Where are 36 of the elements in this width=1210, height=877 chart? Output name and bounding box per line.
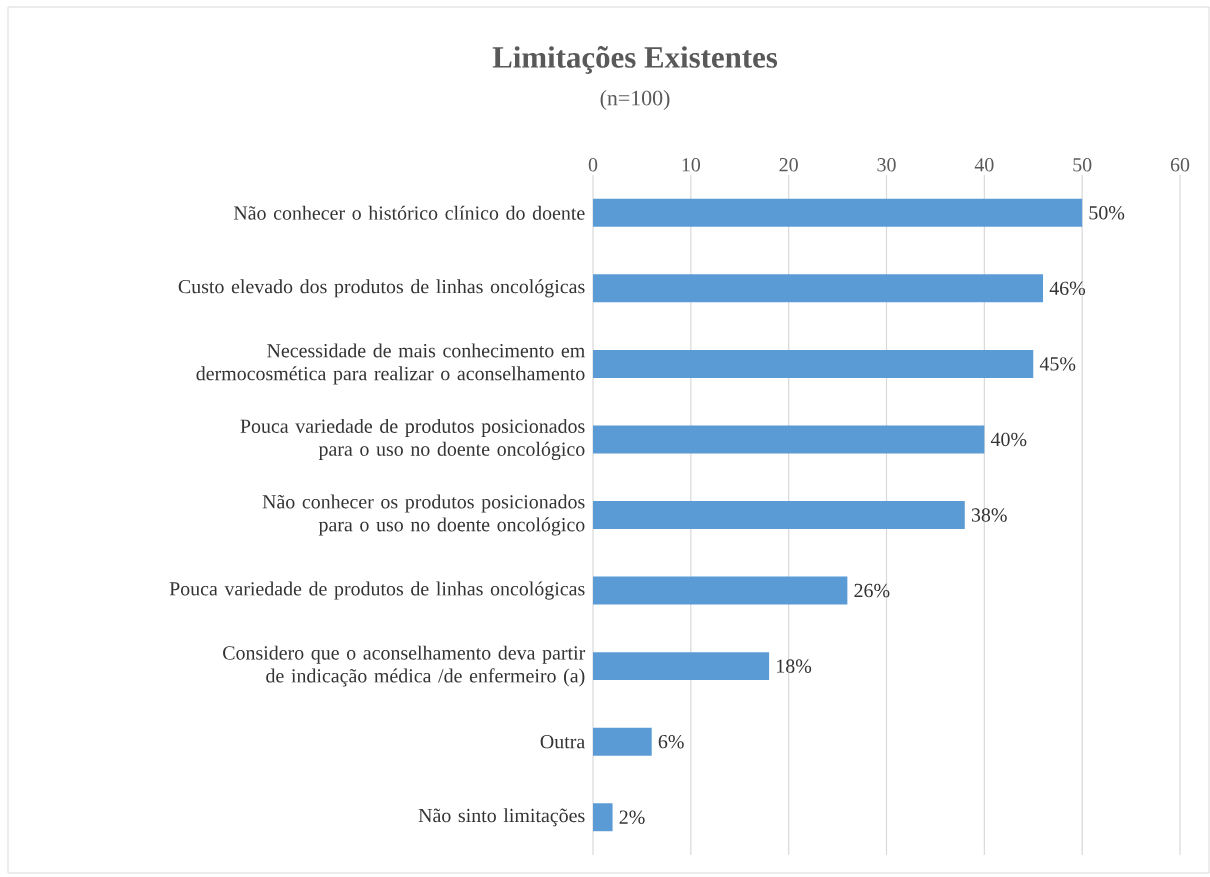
y-tick-label: Pouca variedade de produtos posicionados para o uso no doente oncológico xyxy=(240,418,585,460)
y-tick-label: Não sinto limitações xyxy=(418,808,585,827)
bar xyxy=(593,652,770,681)
bar xyxy=(593,198,1083,227)
data-label: 26% xyxy=(854,583,890,598)
bar xyxy=(593,727,652,756)
x-tick-label: 10 xyxy=(682,158,701,172)
x-tick-label: 60 xyxy=(1170,158,1190,172)
bar xyxy=(593,803,613,832)
data-label: 6% xyxy=(658,734,684,749)
data-label: 40% xyxy=(990,432,1027,447)
x-tick-label: 20 xyxy=(779,158,798,172)
chart-subtitle: (n=100) xyxy=(600,90,670,110)
data-label: 45% xyxy=(1039,357,1076,371)
bar xyxy=(593,501,965,529)
data-label: 50% xyxy=(1089,206,1125,220)
y-tick-label: Não conhecer os produtos posicionados para o uso no doente oncológico xyxy=(262,494,585,536)
chart-title: Limitações Existentes xyxy=(492,46,778,74)
bar xyxy=(593,274,1044,303)
bar xyxy=(593,349,1034,378)
data-label: 46% xyxy=(1049,281,1086,296)
x-tick-label: 0 xyxy=(588,158,598,172)
x-tick-label: 40 xyxy=(974,158,994,172)
data-label: 2% xyxy=(619,810,645,824)
y-tick-label: Não conhecer o histórico clínico do doente xyxy=(233,205,585,220)
data-label: 38% xyxy=(971,508,1007,522)
y-tick-label: Outra xyxy=(540,734,585,749)
y-tick-label: Pouca variedade de produtos de linhas oncológicas xyxy=(169,581,585,600)
bar xyxy=(593,425,985,454)
y-tick-label: Considero que o aconselhamento deva partir de indicação médica /de enfermeiro (a) xyxy=(223,645,586,687)
y-tick-label: Custo elevado dos produtos de linhas oncológicas xyxy=(178,279,585,298)
x-tick-label: 50 xyxy=(1073,158,1092,172)
data-label: 18% xyxy=(777,659,812,673)
x-tick-label: 30 xyxy=(877,158,896,172)
bar xyxy=(593,576,848,605)
y-tick-label: Necessidade de mais conhecimento em dermocosmética para realizar o aconselhamento xyxy=(196,343,585,385)
